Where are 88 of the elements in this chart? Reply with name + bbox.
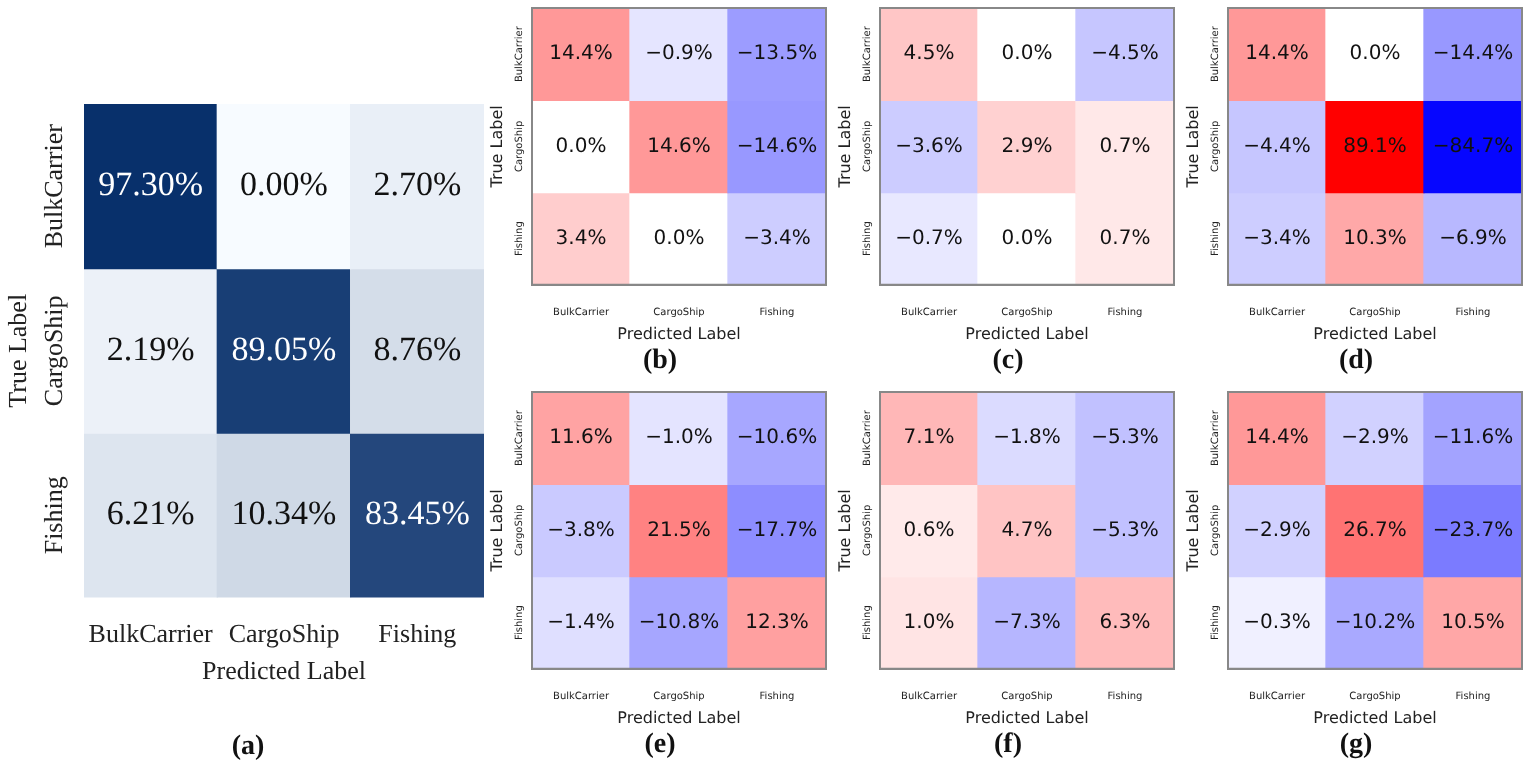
data-label: 97.30% xyxy=(98,165,204,204)
data-label: 8.76% xyxy=(373,329,462,368)
data-label: 0.0% xyxy=(555,135,607,158)
data-label: 14.4% xyxy=(1245,427,1309,450)
data-label: −3.6% xyxy=(895,135,963,158)
data-label: 4.5% xyxy=(903,43,955,66)
data-label: −10.6% xyxy=(736,427,818,450)
y-axis-title: True Label xyxy=(835,489,854,574)
data-label: −17.7% xyxy=(736,519,818,542)
data-label: −1.4% xyxy=(547,611,615,634)
data-label: −23.7% xyxy=(1432,519,1514,542)
data-label: 14.4% xyxy=(1245,43,1309,66)
text: (a) xyxy=(229,732,267,764)
data-label: 14.4% xyxy=(549,43,613,66)
data-label: −10.8% xyxy=(638,611,720,634)
data-label: 10.3% xyxy=(1343,227,1407,250)
data-label: 12.3% xyxy=(745,611,809,634)
data-label: 10.5% xyxy=(1441,611,1505,634)
data-label: 11.6% xyxy=(549,427,613,450)
data-label: 26.7% xyxy=(1343,519,1407,542)
text: (b) xyxy=(640,346,680,378)
x-tick-label: CargoShip xyxy=(228,618,340,649)
data-label: −0.7% xyxy=(895,227,963,250)
data-label: 21.5% xyxy=(647,519,711,542)
data-label: −1.0% xyxy=(645,427,713,450)
data-label: −13.5% xyxy=(736,43,818,66)
data-label: −2.9% xyxy=(1341,427,1409,450)
text: (e) xyxy=(642,730,678,762)
data-label: 2.70% xyxy=(373,165,462,204)
data-label: 0.7% xyxy=(1099,227,1151,250)
data-label: 2.9% xyxy=(1001,135,1053,158)
data-label: 6.21% xyxy=(106,494,195,533)
data-label: 0.6% xyxy=(903,519,955,542)
data-label: −4.4% xyxy=(1243,135,1311,158)
text: (f) xyxy=(992,730,1024,762)
x-axis-title: Predicted Label xyxy=(965,324,1089,343)
data-label: 1.0% xyxy=(903,611,955,634)
data-label: −0.9% xyxy=(645,43,713,66)
data-label: −3.4% xyxy=(743,227,811,250)
x-axis-title: Predicted Label xyxy=(617,324,741,343)
data-label: 10.34% xyxy=(231,494,337,533)
y-tick-label: Fishing xyxy=(37,475,68,555)
x-axis-title: Predicted Label xyxy=(1313,324,1437,343)
data-label: −11.6% xyxy=(1432,427,1514,450)
data-label: 83.45% xyxy=(364,494,470,533)
y-axis-title: True Label xyxy=(487,105,506,190)
data-label: −1.8% xyxy=(993,427,1061,450)
x-tick-label: BulkCarrier xyxy=(88,618,215,649)
x-axis-title: Predicted Label xyxy=(202,655,367,686)
data-label: −0.3% xyxy=(1243,611,1311,634)
text: (g) xyxy=(1337,730,1375,762)
data-label: −7.3% xyxy=(993,611,1061,634)
y-axis-title: True Label xyxy=(835,105,854,190)
data-label: −4.5% xyxy=(1091,43,1159,66)
data-label: −14.4% xyxy=(1432,43,1514,66)
data-label: 0.0% xyxy=(653,227,705,250)
data-label: 0.0% xyxy=(1349,43,1401,66)
data-label: 7.1% xyxy=(903,427,955,450)
text: (d) xyxy=(1336,346,1376,378)
data-label: 2.19% xyxy=(106,329,195,368)
data-label: 6.3% xyxy=(1099,611,1151,634)
data-label: 0.0% xyxy=(1001,43,1053,66)
data-label: −14.6% xyxy=(736,135,818,158)
data-label: 0.7% xyxy=(1099,135,1151,158)
data-label: −3.4% xyxy=(1243,227,1311,250)
y-axis-title: True Label xyxy=(1183,489,1202,574)
data-label: −10.2% xyxy=(1334,611,1416,634)
data-label: −84.7% xyxy=(1432,135,1514,158)
data-label: 4.7% xyxy=(1001,519,1053,542)
data-label: −5.3% xyxy=(1091,519,1159,542)
data-label: −6.9% xyxy=(1439,227,1507,250)
y-axis-title: True Label xyxy=(1183,105,1202,190)
data-label: 0.00% xyxy=(240,165,328,204)
x-axis-title: Predicted Label xyxy=(1313,708,1437,727)
data-label: 0.0% xyxy=(1001,227,1053,250)
data-label: −5.3% xyxy=(1091,427,1159,450)
x-axis-title: Predicted Label xyxy=(965,708,1089,727)
data-label: −2.9% xyxy=(1243,519,1311,542)
data-label: 14.6% xyxy=(647,135,711,158)
data-label: 89.05% xyxy=(231,329,337,368)
x-tick-label: Fishing xyxy=(378,618,458,649)
text: (c) xyxy=(990,346,1026,378)
y-axis-title: True Label xyxy=(487,489,506,574)
x-axis-title: Predicted Label xyxy=(617,708,741,727)
data-label: 3.4% xyxy=(555,227,607,250)
y-axis-title: True Label xyxy=(2,293,33,408)
data-label: −3.8% xyxy=(547,519,615,542)
data-label: 89.1% xyxy=(1343,135,1407,158)
